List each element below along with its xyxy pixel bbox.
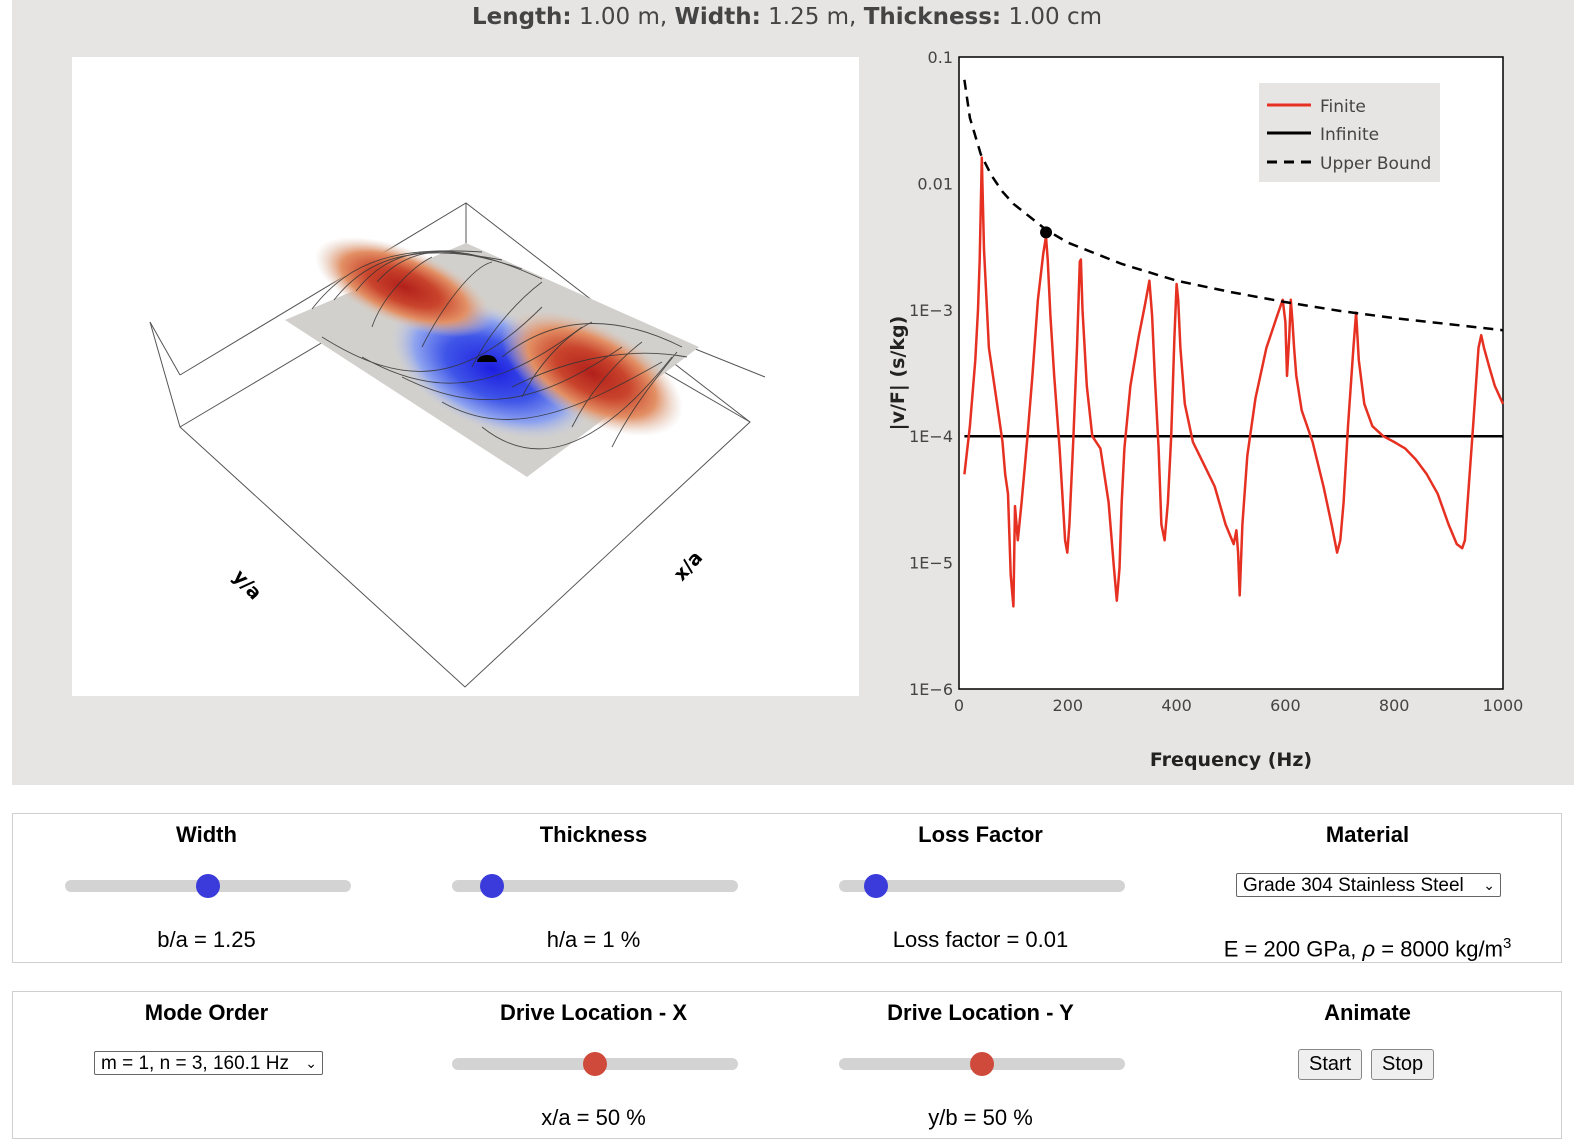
y-tick-label: 0.1 — [928, 48, 953, 67]
loss-factor-slider[interactable] — [839, 874, 1125, 898]
width-slider-knob[interactable] — [196, 874, 220, 898]
y-axis-title: |v/F| (s/kg) — [887, 316, 909, 431]
y-tick-label: 1E−6 — [909, 680, 953, 699]
start-button[interactable]: Start — [1298, 1049, 1363, 1080]
loss-factor-control: Loss Factor Loss factor = 0.01 — [787, 814, 1174, 962]
chevron-down-icon: ⌄ — [1483, 877, 1495, 893]
material-control: Material Grade 304 Stainless Steel ⌄ E =… — [1174, 814, 1561, 962]
material-title: Material — [1325, 822, 1410, 847]
density-exponent: 3 — [1502, 935, 1512, 952]
finite-series-line — [963, 156, 1505, 608]
mode-order-title: Mode Order — [144, 1000, 269, 1025]
thickness-value: 1.00 cm — [1008, 4, 1103, 30]
thickness-value: h/a = 1 % — [546, 927, 641, 952]
legend: Finite Infinite Upper Bound — [1259, 83, 1440, 182]
material-selected: Grade 304 Stainless Steel — [1243, 875, 1464, 896]
selected-mode-marker — [1040, 226, 1053, 239]
mode-order-select[interactable]: m = 1, n = 3, 160.1 Hz ⌄ — [94, 1051, 323, 1075]
x-tick-label: 0 — [954, 696, 964, 715]
material-select[interactable]: Grade 304 Stainless Steel ⌄ — [1236, 873, 1501, 897]
y-tick-label: 1E−3 — [909, 301, 953, 320]
mode-order-selected: m = 1, n = 3, 160.1 Hz — [101, 1053, 289, 1074]
controls-row-2: Mode Order m = 1, n = 3, 160.1 Hz ⌄ Driv… — [12, 991, 1562, 1139]
loss-factor-value: Loss factor = 0.01 — [892, 927, 1069, 952]
x-tick-label: 600 — [1270, 696, 1301, 715]
y-tick-label: 1E−4 — [909, 427, 953, 446]
drive-x-control: Drive Location - X x/a = 50 % — [400, 992, 787, 1138]
drive-x-slider-knob[interactable] — [583, 1052, 607, 1076]
width-title: Width — [176, 822, 237, 847]
x-axis-label: x/a — [669, 547, 707, 586]
thickness-slider-knob[interactable] — [480, 874, 505, 898]
width-label: Width: — [674, 4, 761, 30]
mode-order-control: Mode Order m = 1, n = 3, 160.1 Hz ⌄ — [13, 992, 400, 1138]
plate-3d-view[interactable]: y/a x/a — [72, 57, 859, 696]
length-value: 1.00 m, — [578, 4, 668, 30]
chevron-down-icon: ⌄ — [305, 1055, 317, 1071]
legend-infinite-label: Infinite — [1320, 125, 1379, 145]
y-axis-label: y/a — [228, 566, 266, 605]
x-tick-labels: 0 200 400 600 800 1000 — [954, 696, 1523, 715]
x-tick-label: 200 — [1053, 696, 1084, 715]
thickness-control: Thickness h/a = 1 % — [400, 814, 787, 962]
drive-y-slider-knob[interactable] — [970, 1052, 994, 1076]
series-layer — [963, 79, 1505, 608]
frequency-response-chart[interactable]: 1E−6 1E−5 1E−4 1E−3 0.01 0.1 0 200 400 600 800 100… — [880, 40, 1560, 780]
width-value: b/a = 1.25 — [157, 927, 256, 952]
thickness-title: Thickness — [539, 822, 648, 847]
drive-y-title: Drive Location - Y — [887, 1000, 1074, 1025]
drive-y-slider[interactable] — [839, 1052, 1125, 1076]
x-tick-label: 400 — [1161, 696, 1192, 715]
stop-button[interactable]: Stop — [1371, 1049, 1435, 1080]
y-tick-label: 1E−5 — [909, 554, 953, 573]
drive-y-control: Drive Location - Y y/b = 50 % — [787, 992, 1174, 1138]
y-tick-labels: 1E−6 1E−5 1E−4 1E−3 0.01 0.1 — [909, 48, 953, 699]
loss-factor-title: Loss Factor — [918, 822, 1043, 847]
x-tick-label: 1000 — [1483, 696, 1524, 715]
drive-x-title: Drive Location - X — [499, 1000, 688, 1025]
rho-symbol: ρ — [1362, 936, 1376, 962]
x-axis-title: Frequency (Hz) — [1150, 749, 1312, 771]
drive-x-value: x/a = 50 % — [541, 1105, 646, 1130]
upper-bound-series-line — [963, 79, 1504, 332]
loss-factor-slider-knob[interactable] — [864, 874, 889, 898]
width-slider[interactable] — [65, 874, 351, 898]
controls-row-1: Width b/a = 1.25 Thickness h/a = 1 % Los… — [12, 813, 1562, 963]
animate-control: Animate Start Stop — [1174, 992, 1561, 1138]
material-density: = 8000 kg/m — [1375, 936, 1503, 962]
y-tick-label: 0.01 — [917, 174, 953, 193]
length-label: Length: — [471, 4, 572, 30]
animate-title: Animate — [1324, 1000, 1411, 1025]
x-tick-label: 800 — [1379, 696, 1410, 715]
drive-y-value: y/b = 50 % — [928, 1105, 1033, 1130]
thickness-label: Thickness: — [863, 4, 1002, 30]
legend-finite-label: Finite — [1320, 97, 1366, 117]
dimensions-header: Length: 1.00 m, Width: 1.25 m, Thickness… — [0, 0, 1574, 36]
width-value: 1.25 m, — [768, 4, 857, 30]
plate-3d-svg[interactable]: y/a x/a — [72, 57, 859, 696]
legend-upper-bound-label: Upper Bound — [1320, 154, 1431, 174]
mode-shape-surface — [285, 236, 699, 477]
drive-x-slider[interactable] — [452, 1052, 738, 1076]
thickness-slider[interactable] — [452, 874, 738, 898]
material-properties: E = 200 GPa, ρ = 8000 kg/m3 — [1174, 931, 1561, 962]
material-modulus: E = 200 GPa, — [1223, 936, 1363, 962]
width-control: Width b/a = 1.25 — [13, 814, 400, 962]
